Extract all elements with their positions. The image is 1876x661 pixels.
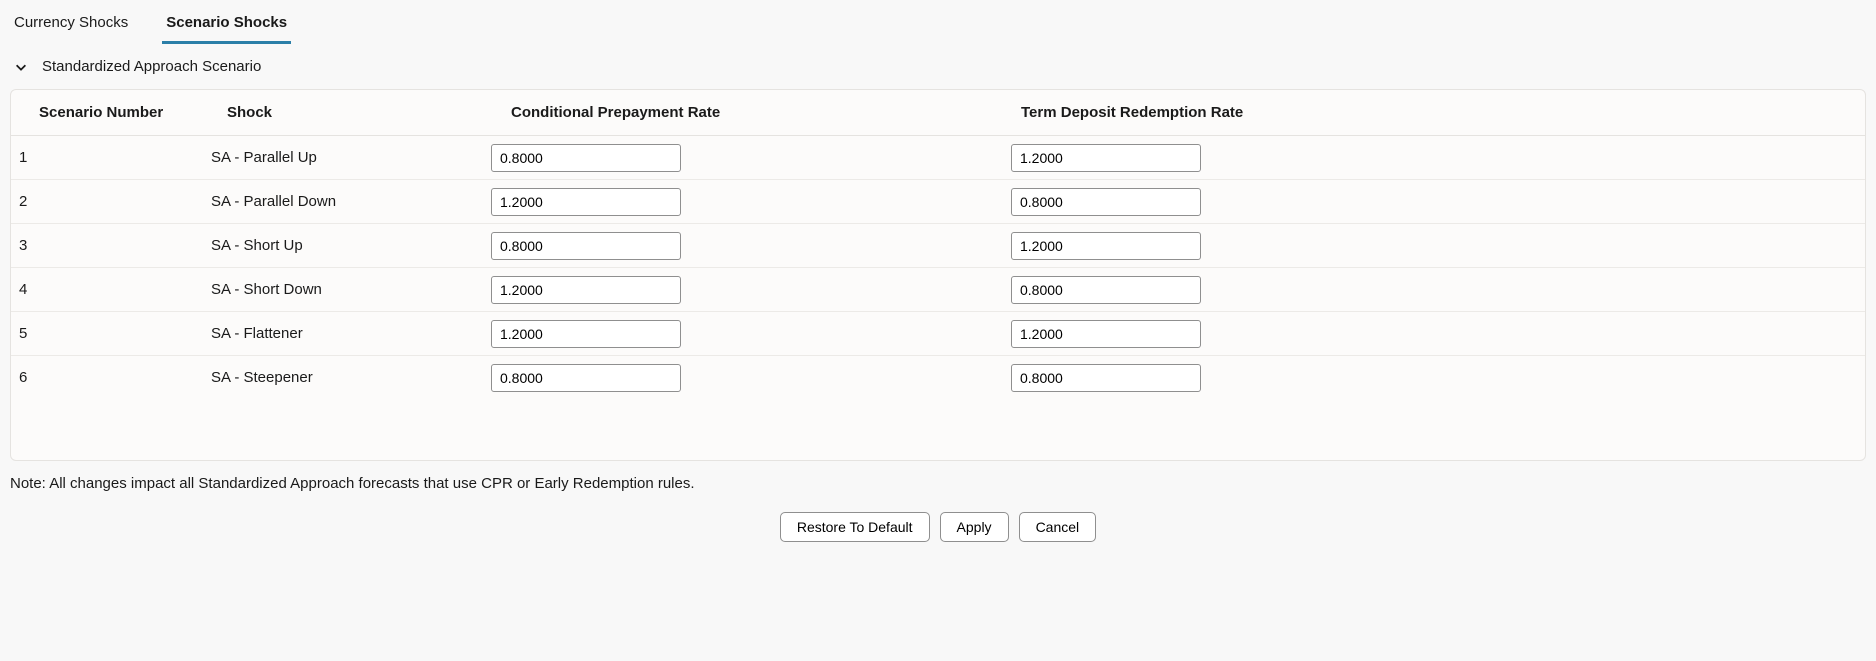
table-row: 1SA - Parallel Up	[11, 136, 1865, 180]
cell-cpr	[481, 180, 1001, 224]
col-header-tdr: Term Deposit Redemption Rate	[1001, 90, 1865, 136]
scenario-table: Scenario Number Shock Conditional Prepay…	[11, 90, 1865, 400]
table-row: 3SA - Short Up	[11, 224, 1865, 268]
section-title: Standardized Approach Scenario	[42, 58, 261, 75]
cell-cpr	[481, 136, 1001, 180]
cell-cpr	[481, 312, 1001, 356]
apply-button[interactable]: Apply	[940, 512, 1009, 542]
table-row: 4SA - Short Down	[11, 268, 1865, 312]
cell-scenario-number: 5	[11, 312, 211, 356]
scenario-table-card: Scenario Number Shock Conditional Prepay…	[10, 89, 1866, 461]
cell-shock: SA - Parallel Up	[211, 136, 481, 180]
restore-to-default-button[interactable]: Restore To Default	[780, 512, 930, 542]
cpr-input[interactable]	[491, 188, 681, 216]
cell-shock: SA - Steepener	[211, 356, 481, 400]
cell-tdr	[1001, 180, 1865, 224]
note-text: Note: All changes impact all Standardize…	[0, 461, 1876, 498]
cell-scenario-number: 4	[11, 268, 211, 312]
tab-currency-shocks[interactable]: Currency Shocks	[10, 8, 132, 44]
cell-shock: SA - Short Down	[211, 268, 481, 312]
table-row: 5SA - Flattener	[11, 312, 1865, 356]
cell-scenario-number: 6	[11, 356, 211, 400]
cell-shock: SA - Short Up	[211, 224, 481, 268]
tdr-input[interactable]	[1011, 232, 1201, 260]
tdr-input[interactable]	[1011, 188, 1201, 216]
tdr-input[interactable]	[1011, 144, 1201, 172]
table-row: 2SA - Parallel Down	[11, 180, 1865, 224]
cell-cpr	[481, 224, 1001, 268]
cancel-button[interactable]: Cancel	[1019, 512, 1097, 542]
tab-scenario-shocks[interactable]: Scenario Shocks	[162, 8, 291, 44]
cell-shock: SA - Flattener	[211, 312, 481, 356]
tdr-input[interactable]	[1011, 320, 1201, 348]
cpr-input[interactable]	[491, 364, 681, 392]
cell-tdr	[1001, 312, 1865, 356]
tabs-bar: Currency Shocks Scenario Shocks	[0, 0, 1876, 44]
cpr-input[interactable]	[491, 144, 681, 172]
cpr-input[interactable]	[491, 320, 681, 348]
table-row: 6SA - Steepener	[11, 356, 1865, 400]
cell-cpr	[481, 268, 1001, 312]
section-header: Standardized Approach Scenario	[0, 44, 1876, 89]
cell-cpr	[481, 356, 1001, 400]
cell-scenario-number: 1	[11, 136, 211, 180]
cell-tdr	[1001, 136, 1865, 180]
tdr-input[interactable]	[1011, 276, 1201, 304]
cell-scenario-number: 3	[11, 224, 211, 268]
cell-tdr	[1001, 224, 1865, 268]
footer-actions: Restore To Default Apply Cancel	[0, 498, 1876, 562]
cell-tdr	[1001, 356, 1865, 400]
chevron-down-icon[interactable]	[14, 60, 28, 74]
col-header-scenario-number: Scenario Number	[11, 90, 211, 136]
col-header-shock: Shock	[211, 90, 481, 136]
col-header-cpr: Conditional Prepayment Rate	[481, 90, 1001, 136]
cell-scenario-number: 2	[11, 180, 211, 224]
cpr-input[interactable]	[491, 232, 681, 260]
cell-shock: SA - Parallel Down	[211, 180, 481, 224]
cell-tdr	[1001, 268, 1865, 312]
tdr-input[interactable]	[1011, 364, 1201, 392]
cpr-input[interactable]	[491, 276, 681, 304]
